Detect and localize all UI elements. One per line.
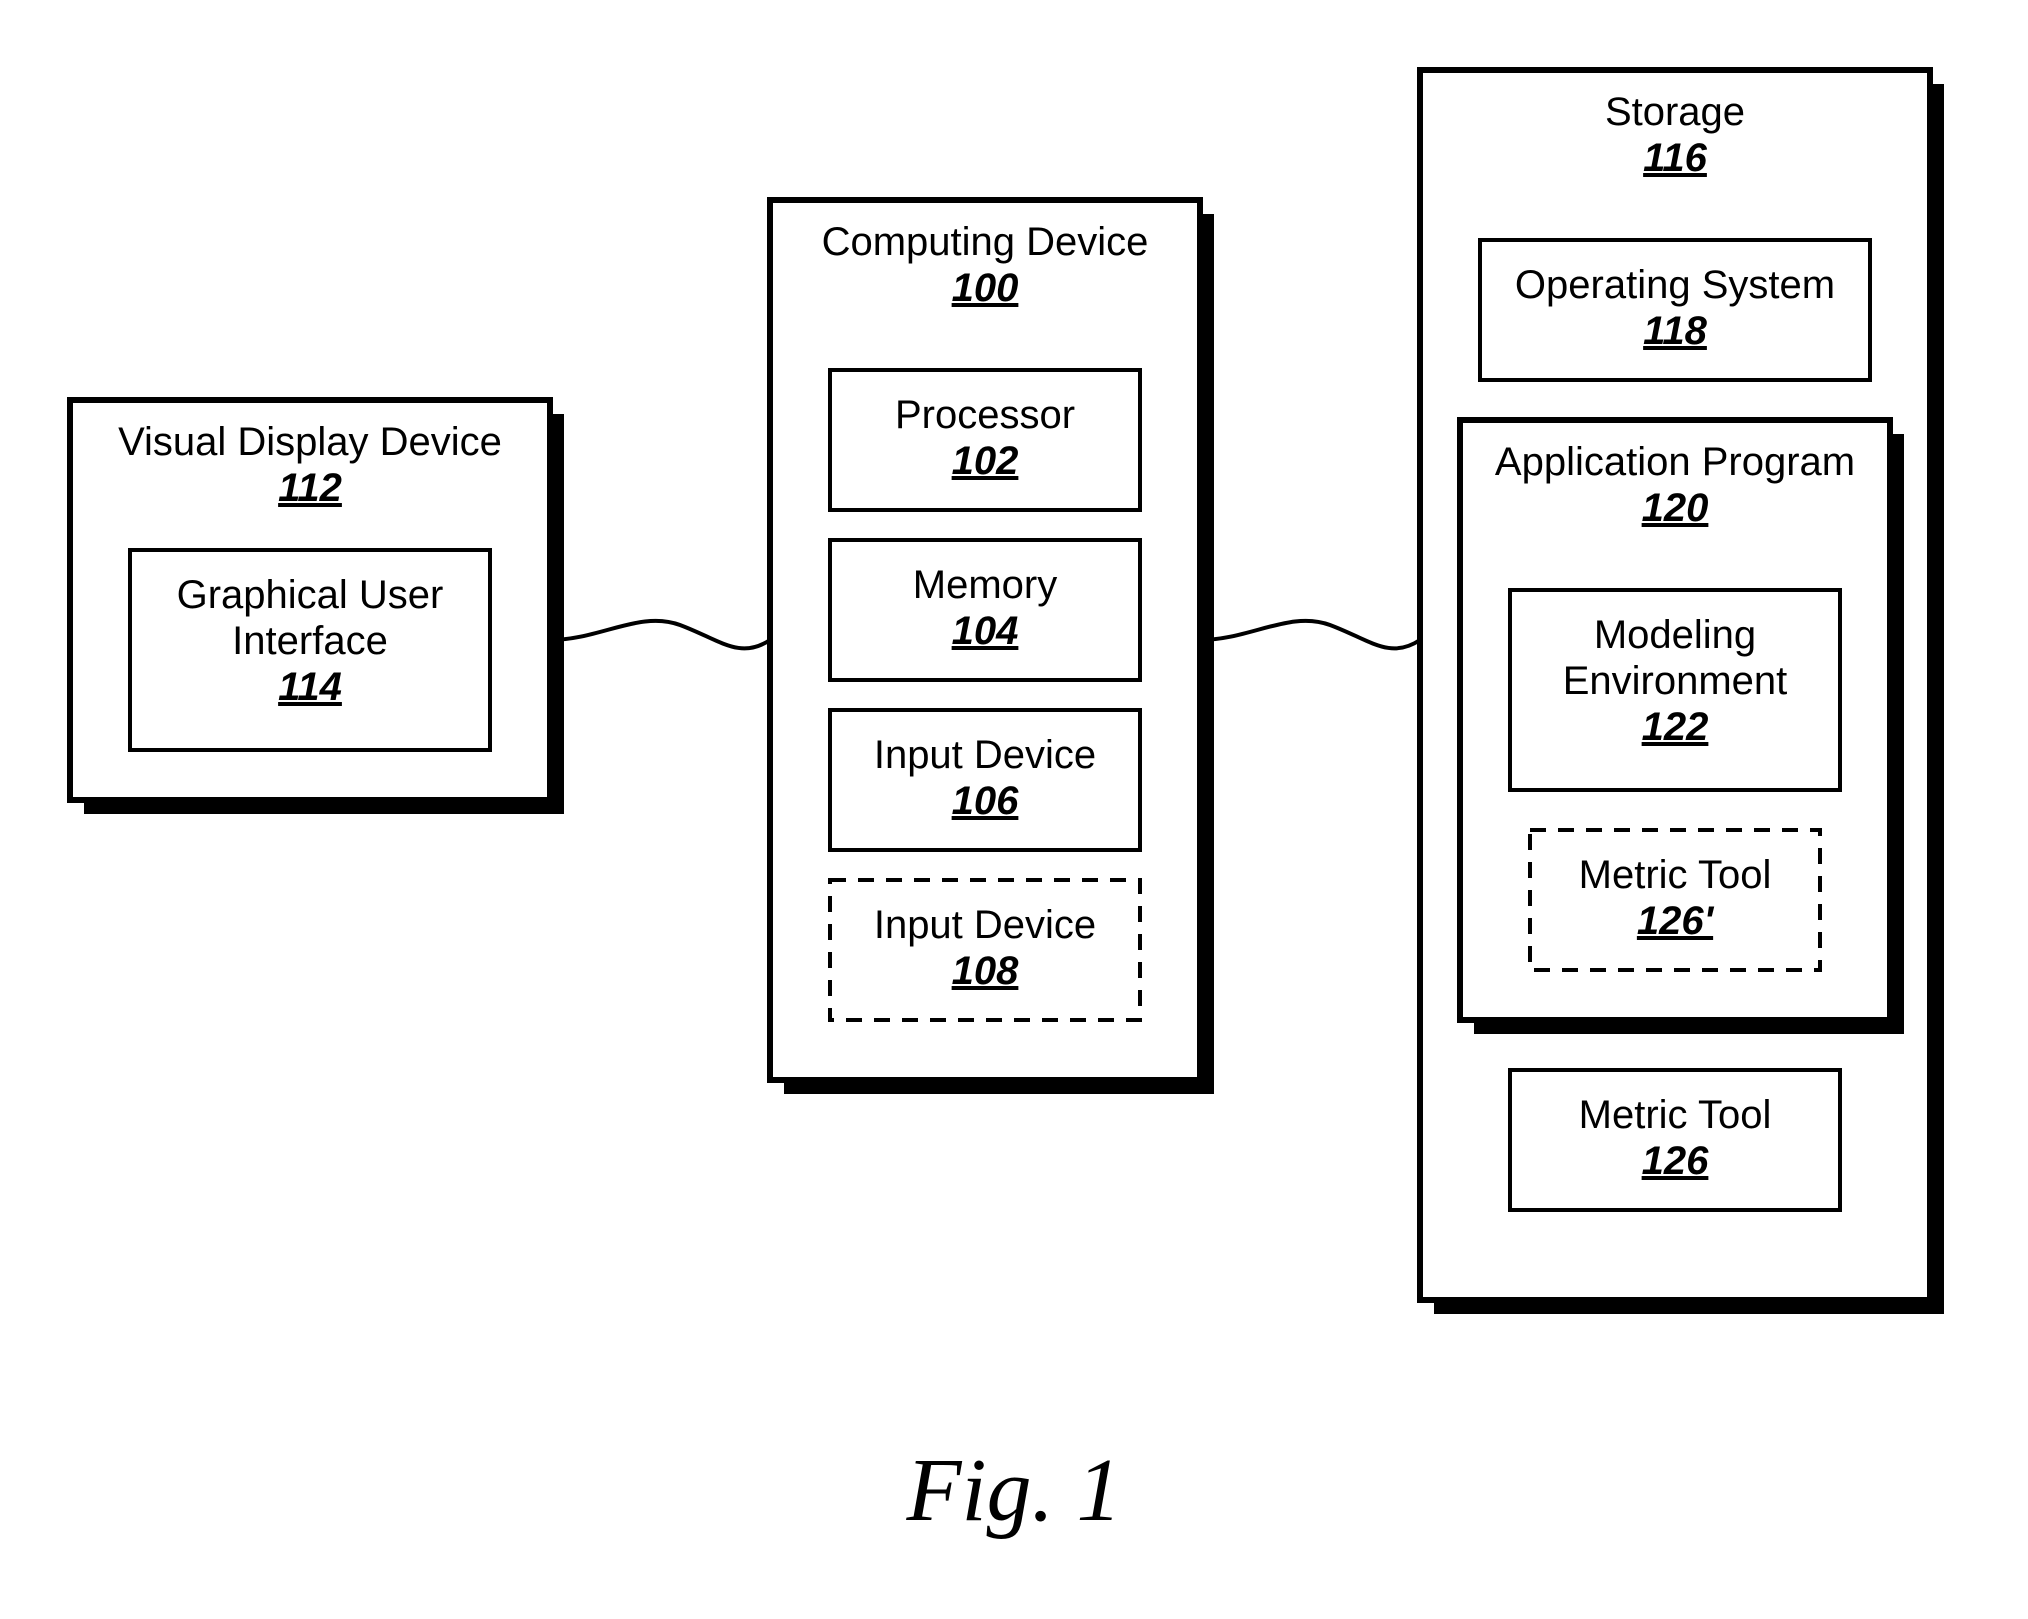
storage-title-line0: Storage: [1605, 90, 1745, 134]
computing-child-3-title-line0: Input Device: [874, 903, 1096, 947]
visual-display-device-ref: 112: [278, 466, 342, 510]
computing-child-3-ref: 108: [952, 949, 1019, 993]
storage-ref: 116: [1643, 136, 1708, 180]
application-program-ref: 120: [1642, 486, 1709, 530]
gui-ref: 114: [278, 665, 342, 709]
figure-label: Fig. 1: [906, 1441, 1122, 1540]
metric-tool-ref: 126: [1642, 1139, 1709, 1183]
computing-child-1-title-line0: Memory: [913, 563, 1057, 607]
application-program-title-line0: Application Program: [1495, 440, 1855, 484]
computing-device-title-line0: Computing Device: [822, 220, 1149, 264]
modeling-environment-title-line0: Modeling: [1594, 613, 1756, 657]
computing-child-2-ref: 106: [952, 779, 1019, 823]
gui-title-line1: Interface: [232, 619, 388, 663]
metric-tool-dashed-ref: 126': [1637, 899, 1715, 943]
connector-computing_device-storage: [1200, 621, 1420, 649]
computing-child-0-title-line0: Processor: [895, 393, 1075, 437]
metric-tool-title-line0: Metric Tool: [1579, 1093, 1772, 1137]
operating-system-ref: 118: [1643, 309, 1708, 353]
computing-child-2-title-line0: Input Device: [874, 733, 1096, 777]
gui-title-line0: Graphical User: [177, 573, 444, 617]
computing-child-0-ref: 102: [952, 439, 1019, 483]
computing-child-1-ref: 104: [952, 609, 1019, 653]
visual-display-device-title-line0: Visual Display Device: [118, 420, 502, 464]
computing-device-ref: 100: [952, 266, 1019, 310]
metric-tool-dashed-title-line0: Metric Tool: [1579, 853, 1772, 897]
connector-visual_display-computing_device: [550, 621, 770, 649]
operating-system-title-line0: Operating System: [1515, 263, 1835, 307]
modeling-environment-ref: 122: [1642, 705, 1709, 749]
modeling-environment-title-line1: Environment: [1563, 659, 1788, 703]
